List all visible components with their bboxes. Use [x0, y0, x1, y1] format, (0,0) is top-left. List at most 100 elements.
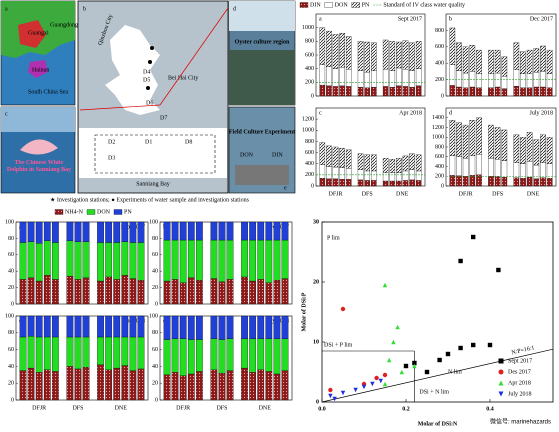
bar-segment: [540, 134, 546, 163]
y-tick-label: 60: [152, 347, 158, 353]
bar-segment: [339, 147, 345, 168]
station-label: D8: [185, 139, 192, 145]
bar-segment: [357, 70, 364, 88]
bar-segment: [326, 66, 332, 86]
bar-segment: [402, 69, 409, 87]
bar-segment: [456, 122, 462, 157]
point: [458, 345, 463, 351]
bar-segment: [488, 73, 494, 88]
bar-segment: [35, 336, 43, 373]
dolphin-caption: The Chinese White Dolphin in Sanniang Ba…: [6, 160, 72, 173]
bar-segment: [19, 242, 27, 280]
bar-segment: [281, 278, 289, 305]
bar-segment: [396, 157, 402, 173]
bar-segment: [74, 336, 82, 370]
point: [370, 381, 375, 387]
bar-segment: [43, 369, 51, 401]
bar-segment: [97, 242, 104, 282]
region-label: Guangxi: [28, 30, 49, 36]
bar-segment: [249, 280, 257, 305]
point: [374, 375, 379, 381]
bar-segment: [51, 221, 59, 243]
bar-segment: [105, 221, 113, 243]
plot-frame: [445, 13, 557, 97]
bar-segment: [546, 137, 553, 164]
bar-segment: [273, 373, 281, 401]
bar-segment: [364, 154, 370, 172]
bar-segment: [137, 242, 145, 281]
group-label: DFS: [216, 405, 227, 411]
panel-label: a: [5, 6, 8, 12]
y-tick-label: 1000: [432, 135, 444, 141]
y-tick-label: 80: [152, 330, 158, 336]
bar-segment: [257, 338, 265, 370]
panel-date: July 2018: [529, 110, 553, 116]
bar-segment: [27, 336, 35, 369]
bar-segment: [513, 69, 520, 87]
legend-label: Apr 2018: [508, 380, 531, 386]
experiment-station: [148, 60, 152, 64]
bar-segment: [113, 336, 121, 369]
bar-segment: [27, 221, 35, 242]
bar-segment: [326, 85, 332, 97]
bar-segment: [319, 178, 326, 187]
point: [412, 360, 417, 366]
bar-segment: [513, 42, 520, 70]
bar-segment: [179, 338, 187, 376]
station-label: D3: [108, 155, 115, 161]
y-tick-label: 0: [441, 183, 444, 189]
y-tick-label: 600: [305, 150, 314, 156]
bar-segment: [27, 241, 35, 278]
bar-segment: [257, 369, 265, 401]
guangxi: [18, 20, 46, 48]
region-label: DSi + P lim: [324, 342, 353, 348]
bar-segment: [171, 279, 179, 305]
y-tick-label: 1200: [432, 125, 444, 131]
bar-segment: [357, 41, 364, 71]
y-tick-label: 200: [435, 174, 444, 180]
bar-segment: [371, 180, 377, 187]
bar-segment: [129, 370, 137, 401]
y-tick-label: 100: [149, 219, 158, 225]
plot-frame: [159, 315, 293, 401]
point: [395, 324, 400, 330]
bar-segment: [218, 221, 226, 241]
bar-segment: [469, 71, 476, 88]
bar-segment: [137, 280, 145, 305]
legend-marker: [498, 380, 504, 386]
legend-label: DON: [335, 2, 349, 8]
bar-segment: [494, 176, 501, 187]
bar-segment: [187, 339, 195, 375]
bar-segment: [51, 279, 59, 305]
bar-segment: [526, 132, 533, 162]
group-label: DNE: [527, 191, 540, 197]
legend-swatch: [54, 209, 64, 215]
bar-segment: [171, 239, 179, 280]
bar-segment: [82, 277, 90, 305]
bar-segment: [241, 338, 248, 369]
bar-segment: [74, 315, 82, 338]
group-label: DFS: [362, 191, 373, 197]
bar-segment: [501, 177, 508, 187]
bar-segment: [488, 158, 494, 177]
y-tick-label: 800: [435, 144, 444, 150]
bar-segment: [382, 157, 389, 173]
callout-line: [159, 7, 229, 106]
bar-segment: [546, 87, 553, 97]
y-tick-label: 0: [11, 301, 14, 307]
bar-segment: [402, 86, 409, 97]
bar-segment: [226, 370, 234, 401]
sky: [229, 1, 295, 31]
bar-segment: [195, 339, 203, 372]
legend-label: DIN: [310, 2, 321, 8]
bar-segment: [218, 372, 226, 401]
bar-segment: [462, 176, 469, 187]
bar-segment: [121, 315, 129, 338]
bar-segment: [281, 370, 289, 401]
bar-segment: [241, 367, 248, 401]
bar-segment: [488, 87, 494, 97]
bay-label: Sanniang Bay: [136, 181, 170, 187]
bar-segment: [19, 221, 27, 243]
bar-segment: [171, 221, 179, 241]
bar-segment: [540, 162, 546, 178]
